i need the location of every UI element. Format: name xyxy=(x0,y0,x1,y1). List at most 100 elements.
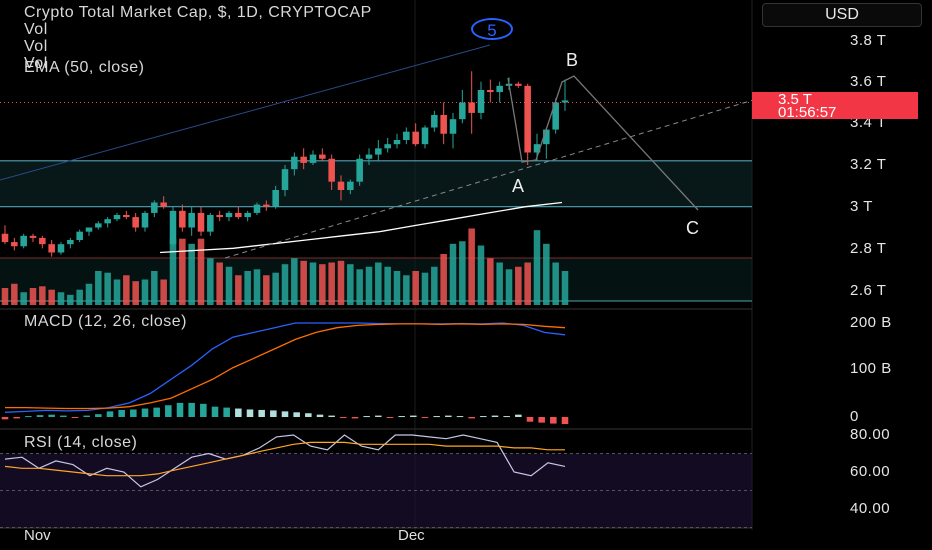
volume-bar xyxy=(533,230,541,305)
candle-body xyxy=(76,231,83,240)
candle-body xyxy=(141,212,149,228)
indicator-vol-3[interactable]: Vol xyxy=(24,55,48,72)
volume-bar xyxy=(1,288,9,305)
volume-bar xyxy=(356,269,363,305)
macd-histogram-bar xyxy=(398,416,405,418)
volume-bar xyxy=(505,269,513,305)
macd-histogram-bar xyxy=(526,417,534,422)
candle-body xyxy=(431,115,438,128)
candle-body xyxy=(524,85,531,153)
volume-bar xyxy=(384,266,391,305)
macd-histogram-bar xyxy=(328,415,335,417)
candle-body xyxy=(412,131,419,145)
volume-bar xyxy=(197,238,205,305)
candle-body xyxy=(132,217,139,228)
macd-histogram-bar xyxy=(235,408,242,417)
candle-body xyxy=(29,235,37,238)
macd-histogram-bar xyxy=(281,411,289,417)
macd-histogram-bar xyxy=(445,415,452,417)
candle-body xyxy=(1,233,9,243)
macd-histogram-bar xyxy=(340,417,347,418)
drawing-layer xyxy=(0,44,761,259)
volume-bar xyxy=(216,262,223,305)
volume-bar xyxy=(459,241,466,305)
x-tick-dec: Dec xyxy=(398,527,425,544)
signal-line xyxy=(5,323,566,410)
volume-bar xyxy=(440,254,447,305)
volume-bar xyxy=(39,286,46,305)
currency-button[interactable]: USD xyxy=(762,3,922,27)
volume-bar xyxy=(57,292,65,305)
volume-bar xyxy=(95,271,102,305)
candle-body xyxy=(403,131,410,140)
macd-histogram-bar xyxy=(351,417,359,419)
macd-histogram-bar xyxy=(176,402,184,417)
macd-line xyxy=(4,322,566,413)
macd-histogram-bar xyxy=(561,417,569,425)
volume-bar xyxy=(468,228,475,305)
volume-bar xyxy=(20,292,27,305)
macd-histogram-bar xyxy=(1,417,9,420)
candle-body xyxy=(67,240,74,245)
macd-histogram-bar xyxy=(363,416,370,418)
candle-body xyxy=(57,244,65,253)
macd-label[interactable]: MACD (12, 26, close) xyxy=(24,313,187,330)
indicator-vol-1[interactable]: Vol xyxy=(24,21,48,38)
volume-bar xyxy=(431,266,438,305)
macd-histogram-bar xyxy=(270,410,277,417)
candle-body xyxy=(85,227,93,232)
macd-histogram-bar xyxy=(293,412,300,417)
macd-histogram-bar xyxy=(491,415,499,417)
candle-body xyxy=(207,215,214,232)
macd-histogram-bar xyxy=(421,417,429,418)
wave-c-label: C xyxy=(686,218,699,238)
abc-wave-path xyxy=(507,75,699,211)
candle-body xyxy=(104,219,111,224)
background-layer xyxy=(0,0,753,530)
candle-body xyxy=(225,212,233,218)
candle-body xyxy=(235,212,242,218)
volume-bar xyxy=(207,258,214,305)
volume-bar xyxy=(151,271,158,305)
indicator-vol-2[interactable]: Vol xyxy=(24,38,48,55)
macd-histogram-bar xyxy=(106,411,114,417)
current-price-tag: 3.5 T 01:56:57 xyxy=(752,92,918,120)
macd-histogram-bar xyxy=(386,417,394,418)
volume-bar xyxy=(85,283,93,305)
macd-histogram-bar xyxy=(258,409,265,417)
volume-bar xyxy=(412,271,419,305)
volume-bar xyxy=(123,275,130,305)
macd-tick: 200 B xyxy=(850,314,892,331)
candle-body xyxy=(468,102,475,113)
rsi-label[interactable]: RSI (14, close) xyxy=(24,434,138,451)
ema-50-line xyxy=(159,201,563,254)
price-tick: 3.6 T xyxy=(850,73,887,90)
candle-body xyxy=(319,154,326,159)
volume-bar xyxy=(552,262,559,305)
candle-body xyxy=(188,212,195,228)
macd-histogram-bar xyxy=(456,416,464,418)
macd-histogram-bar xyxy=(305,413,312,417)
candle-body xyxy=(515,83,522,86)
macd-histogram-bar xyxy=(83,415,90,417)
macd-layer xyxy=(1,322,569,425)
candle-body xyxy=(244,212,251,218)
macd-histogram-bar xyxy=(71,417,79,418)
candle-body xyxy=(449,119,457,134)
volume-bar xyxy=(515,266,522,305)
candle-body xyxy=(337,181,345,190)
candle-body xyxy=(384,144,391,149)
volume-layer xyxy=(1,228,569,305)
indicator-ema[interactable]: EMA (50, close) xyxy=(24,59,145,76)
macd-histogram-bar xyxy=(223,407,230,417)
macd-histogram-bar xyxy=(480,416,487,418)
macd-tick: 0 xyxy=(850,408,859,425)
rsi-line xyxy=(4,434,566,488)
volume-bar xyxy=(524,262,531,305)
volume-bar xyxy=(496,262,503,305)
macd-histogram-bar xyxy=(503,416,510,418)
chart-title: Crypto Total Market Cap, $, 1D, CRYPTOCA… xyxy=(24,4,372,21)
macd-histogram-bar xyxy=(13,417,20,419)
